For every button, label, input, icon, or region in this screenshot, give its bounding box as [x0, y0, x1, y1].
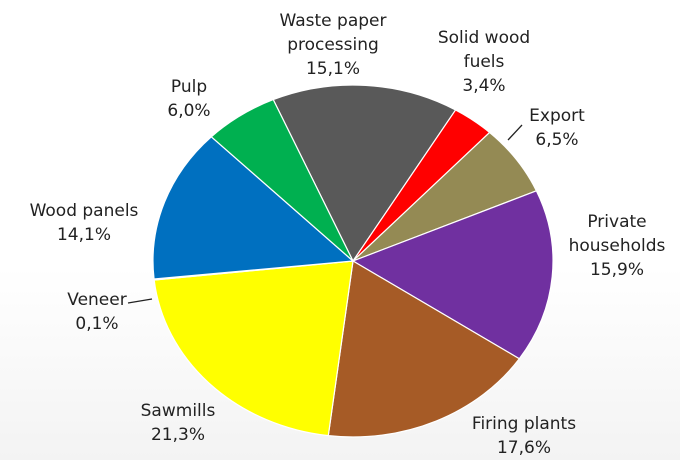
label-name-line: Solid wood [438, 28, 530, 48]
leader-lines [127, 124, 523, 304]
label-name-line: processing [287, 35, 379, 55]
label-name-line: Veneer [67, 290, 126, 310]
slice-private-households [352, 190, 554, 360]
label-waste-paper-processing: Waste paper processing 15,1% [280, 11, 387, 79]
label-percent: 21,3% [151, 425, 205, 445]
label-name-line: households [569, 236, 666, 256]
label-percent: 6,5% [535, 130, 578, 150]
label-wood-panels: Wood panels 14,1% [30, 201, 139, 245]
label-name-line: Private [587, 212, 646, 232]
slice-wood-panels [152, 136, 354, 280]
leader-veneer [127, 298, 153, 304]
label-name-line: Sawmills [141, 401, 216, 421]
label-name-line: Firing plants [472, 414, 576, 434]
slice-waste-paper-processing [272, 84, 457, 262]
label-percent: 14,1% [57, 225, 111, 245]
label-name-line: Waste paper [280, 11, 387, 31]
leader-export [507, 124, 523, 141]
label-percent: 15,9% [590, 260, 644, 280]
label-name-line: Wood panels [30, 201, 139, 221]
label-private-households: Private households 15,9% [569, 212, 666, 280]
label-export: Export 6,5% [529, 106, 585, 150]
label-veneer: Veneer 0,1% [67, 290, 126, 334]
label-name-line: Pulp [171, 77, 207, 97]
label-sawmills: Sawmills 21,3% [141, 401, 216, 445]
label-solid-wood-fuels: Solid wood fuels 3,4% [438, 28, 530, 96]
label-name-line: fuels [464, 52, 505, 72]
label-name-line: Export [529, 106, 585, 126]
label-percent: 6,0% [167, 101, 210, 121]
label-percent: 3,4% [462, 76, 505, 96]
slice-sawmills [153, 260, 354, 437]
pie-slices [152, 84, 554, 438]
slice-firing-plants [327, 260, 520, 438]
label-percent: 15,1% [306, 59, 360, 79]
label-pulp: Pulp 6,0% [167, 77, 210, 121]
slice-labels: Waste paper processing 15,1% Solid wood fuel… [30, 11, 666, 458]
label-percent: 0,1% [75, 314, 118, 334]
label-firing-plants: Firing plants 17,6% [472, 414, 576, 458]
label-percent: 17,6% [497, 438, 551, 458]
slice-pulp [210, 99, 354, 262]
